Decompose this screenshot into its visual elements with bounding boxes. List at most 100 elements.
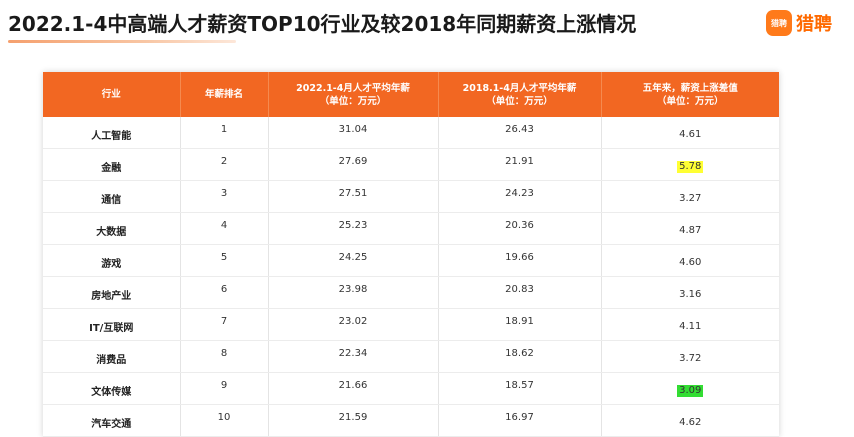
cell-salary-2018-value: 16.97 [505,412,534,423]
cell-industry: 汽车交通 [43,404,181,437]
cell-increase: 4.11 [601,308,779,341]
cell-salary-2018: 20.36 [438,212,602,245]
cell-increase-value: 3.72 [679,353,702,364]
cell-salary-2018: 18.62 [438,340,602,373]
cell-salary-2022-value: 31.04 [338,124,368,135]
cell-salary-2018: 21.91 [438,148,602,181]
cell-salary-2022: 25.23 [268,212,439,245]
cell-industry-value: 消费品 [96,355,127,366]
cell-increase: 5.78 [601,148,779,181]
cell-industry: 大数据 [43,212,181,245]
cell-increase: 3.16 [601,276,779,309]
table-row: 通信 3 27.51 24.23 3.27 [43,180,779,213]
table-row: 消费品 8 22.34 18.62 3.72 [43,340,779,373]
cell-rank: 5 [180,244,269,277]
header-industry: 行业 [43,72,181,117]
cell-rank-value: 10 [217,412,231,423]
cell-increase: 3.09 [601,372,779,405]
header-salary-2022: 2022.1-4月人才平均年薪 （单位：万元） [268,72,439,117]
cell-salary-2022: 27.69 [268,148,439,181]
cell-increase-value: 4.62 [679,417,702,428]
cell-increase-value: 4.11 [679,321,702,332]
cell-industry-value: 大数据 [96,227,127,238]
cell-salary-2022: 31.04 [268,117,439,149]
cell-rank-value: 1 [220,124,228,135]
header-salary-2018-line: （单位：万元） [486,95,553,107]
cell-salary-2022-value: 27.69 [338,156,368,167]
cell-salary-2018-value: 18.57 [505,380,534,391]
cell-industry-value: IT/互联网 [89,323,134,334]
cell-salary-2022-value: 23.02 [338,316,368,327]
cell-salary-2018: 16.97 [438,404,602,437]
cell-salary-2022-value: 21.59 [338,412,368,423]
cell-increase: 3.72 [601,340,779,373]
cell-salary-2022: 21.59 [268,404,439,437]
header-salary-2018-line: 2018.1-4月人才平均年薪 [462,82,577,94]
cell-industry: 房地产业 [43,276,181,309]
cell-salary-2018: 26.43 [438,117,602,149]
header-increase: 五年来，薪资上涨差值 （单位：万元） [601,72,779,117]
cell-salary-2022-value: 27.51 [338,188,368,199]
cell-salary-2018: 20.83 [438,276,602,309]
cell-rank: 8 [180,340,269,373]
cell-salary-2018: 19.66 [438,244,602,277]
cell-rank: 7 [180,308,269,341]
cell-increase-value: 3.09 [677,384,704,397]
cell-rank-value: 3 [220,188,228,199]
cell-salary-2018-value: 20.83 [505,284,534,295]
cell-increase: 4.62 [601,404,779,437]
cell-rank-value: 2 [220,156,228,167]
cell-salary-2018-value: 21.91 [505,156,534,167]
salary-table-container: 行业 年薪排名 2022.1-4月人才平均年薪 （单位：万元） 2018.1-4月人才平… [43,72,779,437]
cell-rank: 2 [180,148,269,181]
cell-rank: 6 [180,276,269,309]
cell-salary-2022: 23.98 [268,276,439,309]
cell-increase: 4.61 [601,117,779,149]
table-row: 金融 2 27.69 21.91 5.78 [43,148,779,181]
header-salary-2018: 2018.1-4月人才平均年薪 （单位：万元） [438,72,602,117]
cell-industry: 人工智能 [43,117,181,149]
cell-salary-2022-value: 24.25 [338,252,368,263]
logo-badge-icon: 猎聘 [766,10,792,36]
cell-rank: 3 [180,180,269,213]
cell-increase-value: 3.16 [679,289,702,300]
cell-increase-value: 3.27 [679,193,702,204]
cell-industry: 游戏 [43,244,181,277]
cell-salary-2022-value: 23.98 [338,284,368,295]
cell-salary-2018-value: 24.23 [505,188,534,199]
cell-salary-2022: 22.34 [268,340,439,373]
cell-industry-value: 金融 [101,163,122,174]
cell-increase-value: 4.61 [679,129,702,140]
cell-rank-value: 9 [220,380,228,391]
cell-rank: 1 [180,117,269,149]
liepin-logo: 猎聘 猎聘 [766,10,832,36]
header-salary-2022-line: （单位：万元） [319,95,387,107]
cell-rank: 9 [180,372,269,405]
cell-increase: 3.27 [601,180,779,213]
cell-salary-2018: 24.23 [438,180,602,213]
cell-industry-value: 文体传媒 [91,387,132,398]
cell-salary-2018-value: 18.62 [505,348,534,359]
logo-text: 猎聘 [796,14,832,35]
cell-salary-2018: 18.91 [438,308,602,341]
header-rank-line: 年薪排名 [204,89,243,100]
table-row: 游戏 5 24.25 19.66 4.60 [43,244,779,277]
page-title: 2022.1-4中高端人才薪资TOP10行业及较2018年同期薪资上涨情况 [8,12,637,36]
cell-rank-value: 4 [220,220,228,231]
cell-increase: 4.60 [601,244,779,277]
cell-industry-value: 游戏 [101,259,122,270]
table-row: 人工智能 1 31.04 26.43 4.61 [43,117,779,149]
table-body: 人工智能 1 31.04 26.43 4.61 金融 2 27.69 21.91 5.78 通信 3 2… [43,117,779,437]
header-salary-2022-line: 2022.1-4月人才平均年薪 [296,82,410,94]
cell-increase-value: 4.87 [679,225,702,236]
header-rank: 年薪排名 [180,72,269,117]
cell-industry: 文体传媒 [43,372,181,405]
cell-industry-value: 人工智能 [91,131,132,142]
cell-industry: IT/互联网 [43,308,181,341]
header-industry-line: 行业 [101,89,121,100]
cell-salary-2022-value: 22.34 [338,348,368,359]
cell-rank-value: 7 [220,316,228,327]
cell-industry-value: 房地产业 [91,291,132,302]
cell-industry-value: 通信 [101,195,122,206]
cell-salary-2022: 27.51 [268,180,439,213]
